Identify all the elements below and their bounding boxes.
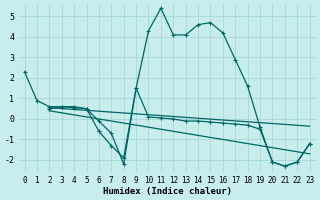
X-axis label: Humidex (Indice chaleur): Humidex (Indice chaleur) xyxy=(103,187,232,196)
